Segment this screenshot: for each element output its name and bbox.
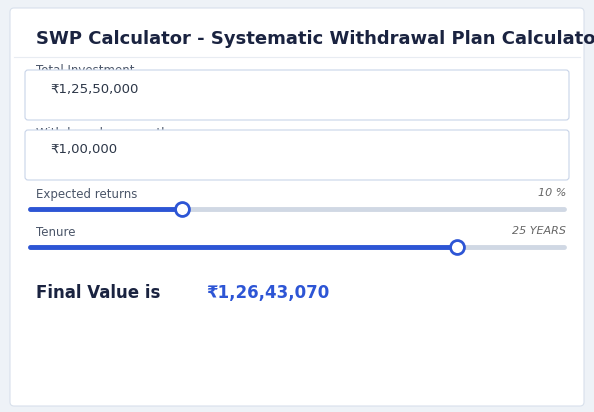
Text: Final Value is: Final Value is (36, 284, 166, 302)
Text: ₹1,26,43,070: ₹1,26,43,070 (206, 284, 329, 302)
FancyBboxPatch shape (25, 70, 569, 120)
Text: ₹1,00,000: ₹1,00,000 (50, 143, 117, 155)
Text: SWP Calculator - Systematic Withdrawal Plan Calculator: SWP Calculator - Systematic Withdrawal P… (36, 30, 594, 48)
Text: Expected returns: Expected returns (36, 188, 137, 201)
Text: ₹1,25,50,000: ₹1,25,50,000 (50, 82, 138, 96)
Text: 10 %: 10 % (538, 188, 566, 198)
Text: 25 YEARS: 25 YEARS (512, 226, 566, 236)
Text: Withdrawal per month: Withdrawal per month (36, 127, 169, 140)
FancyBboxPatch shape (10, 8, 584, 406)
FancyBboxPatch shape (25, 130, 569, 180)
Text: Total Investment: Total Investment (36, 64, 134, 77)
Text: Tenure: Tenure (36, 226, 75, 239)
